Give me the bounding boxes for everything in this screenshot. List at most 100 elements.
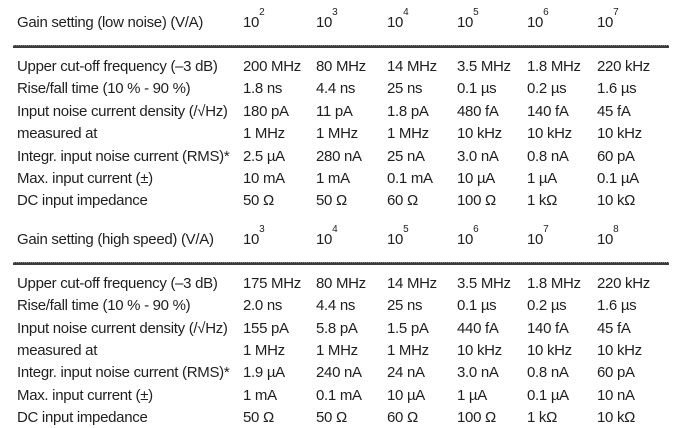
spec-value: 100 Ω <box>457 409 496 427</box>
header-rule <box>13 45 669 48</box>
spec-value: 240 nA <box>316 364 362 382</box>
spec-value: 1 kΩ <box>527 409 558 427</box>
spec-value: 0.1 mA <box>316 386 362 404</box>
spec-value: 1.8 MHz <box>527 58 581 75</box>
spec-value: 10 kHz <box>597 342 642 360</box>
spec-rows: Upper cut-off frequency (–3 dB) 175 MHz 80… <box>17 273 667 428</box>
spec-value: 25 nA <box>387 147 425 165</box>
spec-value: 14 MHz <box>387 58 437 75</box>
row-label: Input noise current density (/√Hz) <box>17 319 228 337</box>
gain-header-row: Gain setting (low noise) (V/A) 102 103 104… <box>17 0 667 33</box>
spec-value: 1.6 µs <box>597 297 637 315</box>
spec-value: 2.5 µA <box>243 147 285 165</box>
spec-value: 1 µA <box>457 386 487 404</box>
spec-value: 1 MHz <box>316 342 358 360</box>
spec-value: 1.8 MHz <box>527 274 581 292</box>
spec-value: 50 Ω <box>316 409 347 427</box>
spec-value: 280 nA <box>316 147 362 165</box>
spec-value: 10 µA <box>457 170 495 188</box>
spec-value: 10 kΩ <box>597 192 636 210</box>
spec-value: 3.5 MHz <box>457 274 511 292</box>
gain-value: 105 <box>457 7 479 32</box>
spec-value: 1 MHz <box>243 342 285 360</box>
spec-value: 180 pA <box>243 102 289 120</box>
spec-value: 4.4 ns <box>316 80 356 98</box>
row-label: Input noise current density (/√Hz) <box>17 102 228 120</box>
spec-row: Rise/fall time (10 % - 90 %) 1.8 ns 4.4 ns… <box>17 78 667 100</box>
spec-value: 25 ns <box>387 297 423 315</box>
spec-value: 0.2 µs <box>527 80 567 98</box>
spec-value: 1 µA <box>527 170 557 188</box>
spec-row: Upper cut-off frequency (–3 dB) 200 MHz 80… <box>17 56 667 78</box>
spec-value: 50 Ω <box>243 192 274 210</box>
gain-value: 104 <box>316 223 338 248</box>
row-label: Rise/fall time (10 % - 90 %) <box>17 297 191 315</box>
spec-value: 5.8 pA <box>316 319 358 337</box>
spec-row: Rise/fall time (10 % - 90 %) 2.0 ns 4.4 ns… <box>17 295 667 317</box>
spec-value: 1 kΩ <box>527 192 558 210</box>
spec-value: 0.1 µA <box>527 386 569 404</box>
row-label: Upper cut-off frequency (–3 dB) <box>17 58 218 75</box>
spec-row: Integr. input noise current (RMS)* 1.9 µA… <box>17 362 667 384</box>
gain-value: 108 <box>597 223 619 248</box>
row-label: Integr. input noise current (RMS)* <box>17 147 230 165</box>
spec-value: 14 MHz <box>387 274 437 292</box>
spec-value: 11 pA <box>316 102 353 120</box>
spec-rows: Upper cut-off frequency (–3 dB) 200 MHz 80… <box>17 56 667 213</box>
spec-value: 1.5 pA <box>387 319 429 337</box>
spec-row: measured at 1 MHz 1 MHz 1 MHz 10 kHz 10 kHz 10… <box>17 123 667 145</box>
spec-value: 1.8 pA <box>387 102 429 120</box>
spec-value: 1.8 ns <box>243 80 283 98</box>
gain-block-low-noise: Gain setting (low noise) (V/A) 102 103 104… <box>13 0 669 213</box>
spec-row: Max. input current (±) 10 mA 1 mA 0.1 mA 10 … <box>17 168 667 190</box>
spec-value: 1 MHz <box>387 125 429 143</box>
spec-value: 140 fA <box>527 102 569 120</box>
spec-value: 10 mA <box>243 170 285 188</box>
spec-value: 10 kHz <box>457 125 502 143</box>
spec-value: 60 pA <box>597 147 635 165</box>
spec-value: 10 µA <box>387 386 425 404</box>
spec-value: 3.0 nA <box>457 147 499 165</box>
gain-value: 103 <box>243 223 265 248</box>
spec-value: 10 nA <box>597 386 635 404</box>
spec-value: 0.1 µs <box>457 80 497 98</box>
row-label: Max. input current (±) <box>17 170 153 188</box>
spec-value: 10 kHz <box>527 125 572 143</box>
spec-value: 0.2 µs <box>527 297 567 315</box>
spec-value: 175 MHz <box>243 274 301 292</box>
gain-header-label: Gain setting (high speed) (V/A) <box>17 230 214 248</box>
spec-value: 100 Ω <box>457 192 496 210</box>
spec-row: Input noise current density (/√Hz) 155 pA… <box>17 318 667 340</box>
spec-value: 1 MHz <box>243 125 285 143</box>
spec-value: 24 nA <box>387 364 425 382</box>
spec-value: 3.0 nA <box>457 364 499 382</box>
gain-value: 102 <box>243 7 265 32</box>
spec-row: Input noise current density (/√Hz) 180 pA… <box>17 101 667 123</box>
spec-row: DC input impedance 50 Ω 50 Ω 60 Ω 100 Ω 1 kΩ 1… <box>17 407 667 428</box>
gain-block-high-speed: Gain setting (high speed) (V/A) 103 104 10… <box>13 213 669 428</box>
spec-row: Upper cut-off frequency (–3 dB) 175 MHz 80… <box>17 273 667 295</box>
spec-value: 1 MHz <box>316 125 358 143</box>
spec-value: 220 kHz <box>597 274 650 292</box>
spec-value: 4.4 ns <box>316 297 356 315</box>
gain-value: 107 <box>597 7 619 32</box>
gain-value: 106 <box>457 223 479 248</box>
spec-value: 60 pA <box>597 364 635 382</box>
spec-row: Max. input current (±) 1 mA 0.1 mA 10 µA 1 µ… <box>17 385 667 407</box>
spec-value: 480 fA <box>457 102 499 120</box>
spec-value: 1.9 µA <box>243 364 285 382</box>
row-label: measured at <box>17 342 98 360</box>
spec-row: DC input impedance 50 Ω 50 Ω 60 Ω 100 Ω 1 kΩ 1… <box>17 190 667 212</box>
spec-value: 1.6 µs <box>597 80 637 98</box>
spec-value: 25 ns <box>387 80 423 98</box>
spec-value: 45 fA <box>597 102 631 120</box>
spec-value: 10 kHz <box>527 342 572 360</box>
spec-value: 220 kHz <box>597 58 650 75</box>
spec-value: 1 mA <box>243 386 277 404</box>
gain-header-label: Gain setting (low noise) (V/A) <box>17 14 204 31</box>
gain-value: 107 <box>527 223 549 248</box>
gain-value: 106 <box>527 7 549 32</box>
row-label: DC input impedance <box>17 409 148 427</box>
spec-value: 1 MHz <box>387 342 429 360</box>
